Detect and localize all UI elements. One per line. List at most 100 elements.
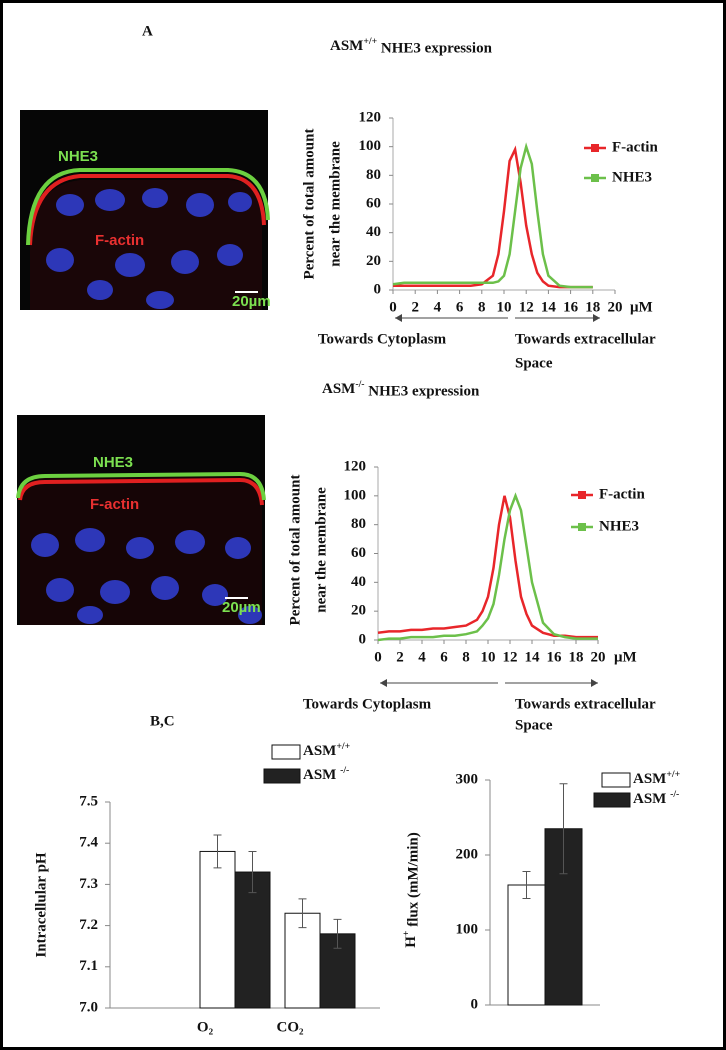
series-line: [377, 492, 598, 642]
x-tick-label: 16: [547, 649, 563, 665]
y-tick-label: 120: [359, 109, 382, 125]
y-tick-label: 120: [344, 458, 367, 474]
x-tick-label: 8: [462, 649, 470, 665]
y-tick-label: 20: [351, 603, 366, 619]
error-bar: [333, 918, 342, 949]
arrow-head: [593, 314, 600, 322]
error-bar: [559, 783, 568, 875]
bar: [284, 912, 321, 1009]
panel-label: B,C: [150, 713, 175, 729]
x-tick-label: 10: [481, 649, 496, 665]
legend-marker: [578, 491, 586, 499]
x-tick-label: 10: [497, 299, 512, 315]
series-line: [392, 142, 593, 289]
bar: [507, 884, 546, 1006]
y-axis-label: near the membrane: [313, 487, 329, 613]
series-line: [393, 145, 593, 289]
x-tick-label: 0: [389, 299, 397, 315]
y-tick-label: 7.0: [79, 999, 98, 1015]
x-tick-label: 20: [591, 649, 606, 665]
x-tick-label: CO₂: [277, 1019, 305, 1035]
y-tick-label: 100: [344, 487, 367, 503]
x-tick-label: 18: [569, 649, 584, 665]
legend-label: ASM+/+: [633, 769, 681, 787]
annotation: Space: [515, 355, 553, 371]
legend-label: F-actin: [599, 486, 645, 502]
y-tick-label: 7.2: [79, 917, 98, 933]
annotation: Towards Cytoplasm: [303, 696, 432, 712]
y-tick-label: 60: [366, 195, 381, 211]
x-tick-label: 12: [519, 299, 534, 315]
x-tick-label: 8: [478, 299, 486, 315]
micrograph: [20, 110, 270, 310]
image-label: F-actin: [90, 496, 139, 513]
y-axis-label: near the membrane: [327, 141, 343, 267]
error-bar: [298, 898, 307, 929]
bar: [199, 850, 236, 1009]
legend-swatch: [601, 772, 631, 788]
image-label: NHE3: [93, 454, 133, 471]
x-unit: μM: [630, 299, 653, 315]
y-tick-label: 200: [456, 846, 479, 862]
y-tick-label: 300: [456, 771, 479, 787]
arrow-head: [395, 314, 402, 322]
error-bar: [522, 871, 531, 899]
x-tick-label: 4: [418, 649, 426, 665]
micrograph: [16, 415, 266, 625]
x-tick-label: 6: [456, 299, 464, 315]
y-tick-label: 80: [351, 516, 366, 532]
x-tick-label: 6: [440, 649, 448, 665]
annotation: Towards extracellular: [515, 331, 656, 347]
chart-title: ASM+/+ NHE3 expression: [330, 36, 493, 57]
x-tick-label: 14: [525, 649, 541, 665]
legend-marker: [591, 174, 599, 182]
legend-label: ASM+/+: [303, 741, 351, 759]
legend-swatch: [263, 768, 301, 784]
arrow-head: [591, 679, 598, 687]
x-tick-label: 0: [374, 649, 382, 665]
legend-label: ASM -/-: [633, 789, 679, 807]
y-tick-label: 100: [456, 921, 479, 937]
chart-title: ASM-/- NHE3 expression: [322, 379, 480, 400]
annotation: Towards Cytoplasm: [318, 331, 447, 347]
y-tick-label: 20: [366, 253, 381, 269]
y-tick-label: 100: [359, 138, 382, 154]
image-label: NHE3: [58, 148, 98, 165]
legend-label: ASM -/-: [303, 765, 349, 783]
scale-bar-label: 20µm: [222, 599, 261, 616]
y-axis-label: H+ flux (mM/min): [401, 832, 422, 948]
scale-bar-label: 20µm: [232, 293, 271, 310]
y-tick-label: 40: [366, 224, 381, 240]
x-tick-label: 18: [585, 299, 600, 315]
x-tick-label: O₂: [197, 1019, 214, 1035]
error-bar: [213, 834, 222, 869]
x-tick-label: 14: [541, 299, 557, 315]
y-tick-label: 60: [351, 545, 366, 561]
x-tick-label: 2: [396, 649, 404, 665]
legend-marker: [578, 523, 586, 531]
x-tick-label: 20: [608, 299, 623, 315]
y-tick-label: 7.3: [79, 876, 98, 892]
y-tick-label: 40: [351, 574, 366, 590]
y-axis-label: Percent of total amount: [301, 129, 317, 280]
y-tick-label: 7.1: [79, 958, 98, 974]
annotation: Towards extracellular: [515, 696, 656, 712]
y-tick-label: 0: [471, 996, 479, 1012]
x-tick-label: 2: [411, 299, 419, 315]
y-axis-label: Intracellular pH: [33, 852, 49, 957]
annotation: Space: [515, 717, 553, 733]
x-unit: μM: [614, 649, 637, 665]
panel-label: A: [142, 23, 153, 39]
x-tick-label: 16: [563, 299, 579, 315]
image-label: F-actin: [95, 232, 144, 249]
x-tick-label: 4: [434, 299, 442, 315]
y-tick-label: 0: [359, 631, 367, 647]
series-line: [377, 495, 598, 639]
y-tick-label: 80: [366, 167, 381, 183]
y-axis-label: Percent of total amount: [287, 475, 303, 626]
legend-swatch: [271, 744, 301, 760]
legend-swatch: [593, 792, 631, 808]
legend-label: F-actin: [612, 139, 658, 155]
y-tick-label: 7.4: [79, 835, 98, 851]
